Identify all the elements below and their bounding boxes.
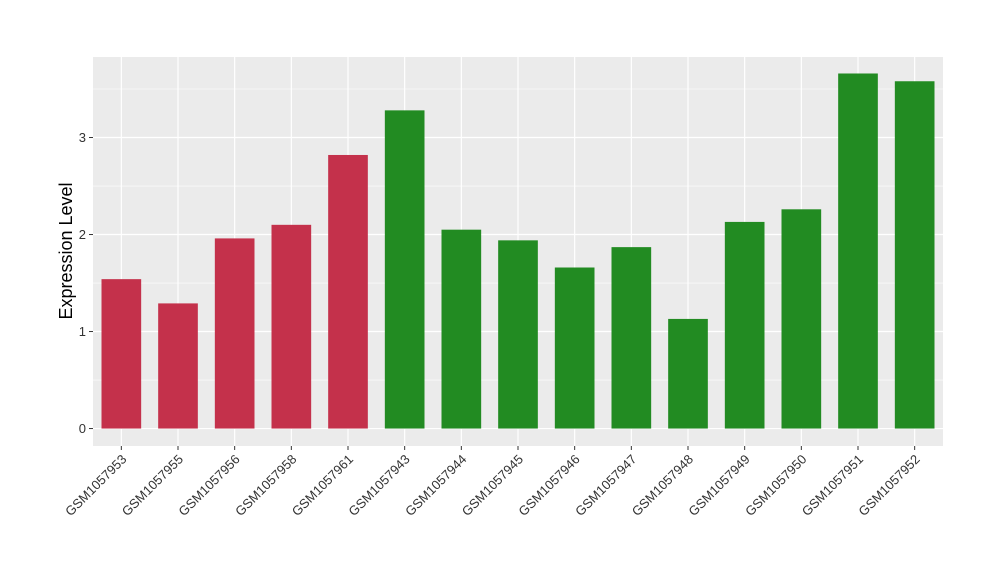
bars [101,73,935,429]
y-tick-label: 0 [79,421,86,436]
bar-GSM1057951 [838,73,878,429]
y-axis-title: Expression Level [56,182,76,319]
y-tick-label: 1 [79,324,86,339]
y-axis: 0 1 2 3 [79,130,93,436]
bar-GSM1057955 [158,303,198,429]
bar-GSM1057950 [781,209,822,429]
bar-GSM1057947 [611,247,652,429]
bar-GSM1057944 [441,229,482,429]
x-axis: GSM1057953GSM1057955GSM1057956GSM1057958… [62,446,923,519]
y-tick-label: 2 [79,227,86,242]
bar-GSM1057943 [384,110,425,429]
y-tick-label: 3 [79,130,86,145]
bar-GSM1057945 [498,240,538,429]
bar-GSM1057956 [214,238,255,429]
bar-GSM1057949 [724,221,765,429]
bar-GSM1057953 [101,279,142,429]
bar-GSM1057958 [271,224,312,429]
bar-GSM1057948 [668,318,708,429]
bar-GSM1057961 [328,154,368,429]
bar-GSM1057952 [894,81,935,429]
bar-GSM1057946 [554,267,595,429]
